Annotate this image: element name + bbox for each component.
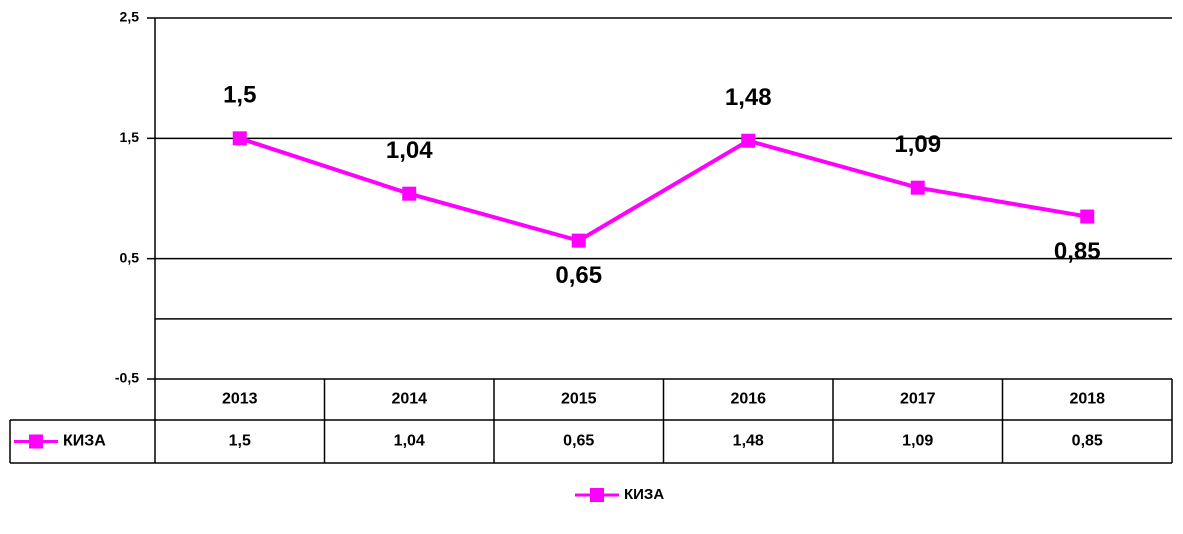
marker: [741, 133, 756, 148]
table-value: 1,09: [902, 433, 933, 450]
table-legend-marker: [29, 434, 43, 449]
x-tick-label: 2017: [900, 391, 936, 408]
marker: [232, 131, 247, 146]
table-value: 0,85: [1072, 433, 1103, 450]
data-label: 0,85: [1054, 238, 1101, 265]
table-value: 1,5: [229, 433, 251, 450]
marker: [571, 233, 586, 248]
marker: [402, 186, 417, 201]
y-tick-label: 1,5: [120, 129, 140, 145]
y-tick-label: -0,5: [115, 370, 139, 386]
legend-marker: [590, 488, 604, 502]
marker: [1080, 209, 1095, 224]
x-tick-label: 2014: [391, 391, 427, 408]
table-series-name: КИЗА: [63, 433, 106, 450]
x-tick-label: 2016: [730, 391, 766, 408]
series-line: [239, 136, 1088, 243]
y-tick-label: 2,5: [120, 9, 140, 25]
data-label: 1,5: [223, 82, 256, 109]
x-tick-label: 2015: [561, 391, 597, 408]
legend-label: КИЗА: [624, 486, 664, 503]
table-value: 0,65: [563, 433, 594, 450]
marker: [910, 180, 925, 195]
data-label: 1,04: [386, 137, 433, 164]
y-tick-label: 0,5: [120, 249, 140, 265]
data-label: 0,65: [555, 262, 602, 289]
table-value: 1,04: [394, 433, 425, 450]
x-tick-label: 2013: [222, 391, 258, 408]
data-label: 1,09: [894, 131, 941, 158]
x-tick-label: 2018: [1069, 391, 1105, 408]
data-label: 1,48: [725, 84, 772, 111]
table-value: 1,48: [733, 433, 764, 450]
